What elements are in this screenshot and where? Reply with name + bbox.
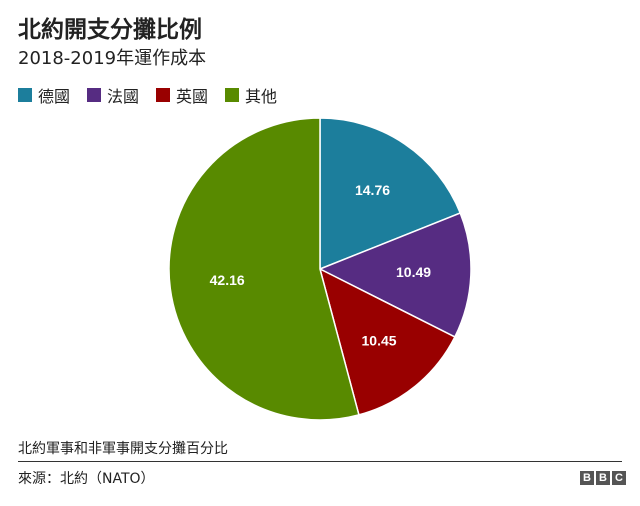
bbc-logo: B B C	[578, 471, 626, 485]
slice-value-label: 42.16	[210, 272, 245, 288]
slice-value-label: 10.45	[362, 332, 397, 348]
bbc-logo-letter: C	[612, 471, 626, 485]
chart-legend: 德國 法國 英國 其他	[18, 83, 294, 107]
legend-item: 英國	[156, 83, 208, 107]
chart-title: 北約開支分攤比例	[18, 17, 202, 43]
bbc-logo-letter: B	[580, 471, 594, 485]
chart-source: 來源：北約（NATO）	[18, 471, 155, 487]
legend-swatch	[87, 88, 102, 102]
slice-value-label: 14.76	[355, 182, 390, 198]
pie-slice	[168, 117, 360, 421]
legend-label: 英國	[176, 87, 209, 106]
pie-slice	[318, 212, 472, 338]
footer-divider	[18, 461, 622, 462]
legend-label: 法國	[107, 87, 140, 106]
legend-label: 其他	[245, 87, 278, 106]
bbc-logo-letter: B	[596, 471, 610, 485]
pie-slice	[319, 117, 462, 271]
legend-swatch	[225, 88, 240, 102]
pie-slice	[318, 267, 456, 416]
slice-value-label: 10.49	[396, 264, 431, 280]
chart-subtitle: 2018-2019年運作成本	[18, 48, 207, 69]
legend-swatch	[156, 88, 171, 102]
legend-label: 德國	[38, 87, 71, 106]
legend-item: 德國	[18, 83, 70, 107]
legend-swatch	[18, 88, 32, 102]
legend-item: 法國	[87, 83, 139, 107]
legend-item: 其他	[225, 83, 277, 107]
chart-note: 北約軍事和非軍事開支分攤百分比	[18, 441, 228, 457]
